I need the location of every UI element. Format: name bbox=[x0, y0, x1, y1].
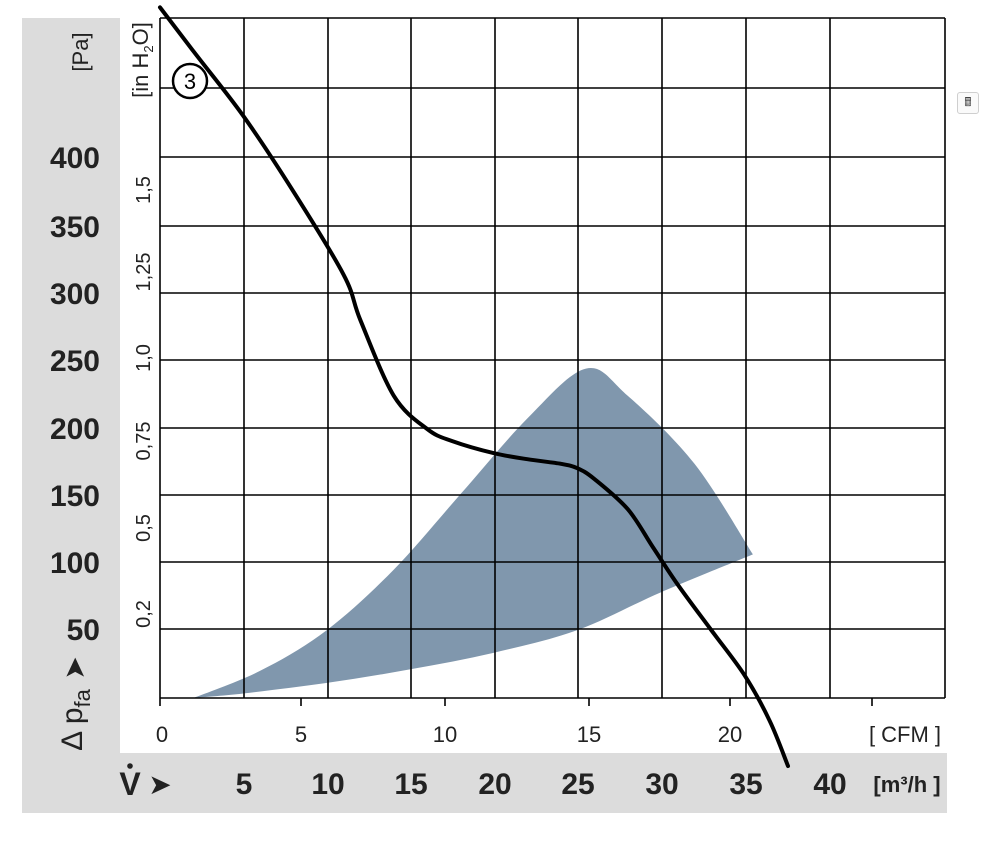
y-ticks-inh2o: 0,2 0,5 0,75 1,0 1,25 1,5 bbox=[133, 176, 155, 628]
x-axis-label: V ➤ bbox=[119, 763, 172, 802]
x-ticks-m3h: 5 10 15 20 25 30 35 40 bbox=[236, 768, 847, 801]
x-unit-m3h: [m³/h ] bbox=[873, 772, 940, 797]
y-tick-pa: 250 bbox=[50, 345, 100, 378]
x-tick-cfm: 20 bbox=[718, 722, 742, 747]
x-ticks-cfm: 0 5 10 15 20 bbox=[156, 698, 873, 747]
grid bbox=[159, 17, 946, 699]
x-tick-m3h: 35 bbox=[729, 768, 762, 801]
curve-label-text: 3 bbox=[184, 69, 196, 94]
x-tick-cfm: 10 bbox=[433, 722, 457, 747]
y-axis-label-sub: fa bbox=[70, 688, 95, 707]
y-axis-label-main: Δ p bbox=[56, 707, 89, 750]
x-tick-cfm: 5 bbox=[295, 722, 307, 747]
x-axis-arrow: ➤ bbox=[148, 768, 171, 801]
y-axis-label-text: Δ pfa bbox=[56, 688, 95, 751]
y-tick-pa: 150 bbox=[50, 480, 100, 513]
y-tick-inh2o: 0,2 bbox=[133, 600, 155, 628]
y-unit-pa: [Pa] bbox=[68, 32, 93, 71]
x-tick-m3h: 10 bbox=[311, 768, 344, 801]
y-axis-arrow: ➤ bbox=[58, 656, 91, 679]
y-unit-inh2o-end: O] bbox=[128, 22, 153, 45]
x-axis-band bbox=[120, 753, 947, 813]
x-tick-cfm: 15 bbox=[577, 722, 601, 747]
x-tick-m3h: 15 bbox=[394, 768, 427, 801]
x-tick-m3h: 30 bbox=[645, 768, 678, 801]
performance-curve bbox=[158, 5, 790, 768]
y-axis-band bbox=[22, 18, 120, 813]
y-unit-inh2o-sub: 2 bbox=[141, 45, 156, 52]
y-tick-pa: 50 bbox=[67, 614, 100, 647]
y-tick-pa: 200 bbox=[50, 413, 100, 446]
curve-label: 3 bbox=[171, 62, 209, 100]
y-tick-inh2o: 1,25 bbox=[133, 253, 155, 292]
x-tick-m3h: 25 bbox=[561, 768, 594, 801]
y-unit-inh2o: [in H2O] bbox=[128, 22, 156, 98]
x-unit-cfm: [ CFM ] bbox=[869, 722, 941, 747]
x-axis-label-text: V bbox=[119, 766, 141, 802]
y-tick-inh2o: 0,75 bbox=[133, 422, 155, 461]
y-tick-pa: 350 bbox=[50, 211, 100, 244]
operating-region bbox=[193, 368, 753, 698]
y-unit-inh2o-main: [in H bbox=[128, 53, 153, 98]
calculator-icon[interactable]: 🖩 bbox=[957, 92, 979, 114]
y-tick-inh2o: 0,5 bbox=[133, 514, 155, 542]
x-axis-label-dot bbox=[127, 763, 133, 769]
y-axis-label: Δ pfa bbox=[56, 688, 95, 751]
x-tick-cfm: 0 bbox=[156, 722, 168, 747]
x-tick-m3h: 20 bbox=[478, 768, 511, 801]
y-tick-pa: 400 bbox=[50, 142, 100, 175]
y-tick-pa: 300 bbox=[50, 278, 100, 311]
x-tick-m3h: 40 bbox=[813, 768, 846, 801]
x-tick-m3h: 5 bbox=[236, 768, 253, 801]
y-tick-inh2o: 1,0 bbox=[133, 344, 155, 372]
y-tick-inh2o: 1,5 bbox=[133, 176, 155, 204]
y-ticks-pa: 400 350 300 250 200 150 100 50 bbox=[50, 142, 100, 647]
y-tick-pa: 100 bbox=[50, 547, 100, 580]
